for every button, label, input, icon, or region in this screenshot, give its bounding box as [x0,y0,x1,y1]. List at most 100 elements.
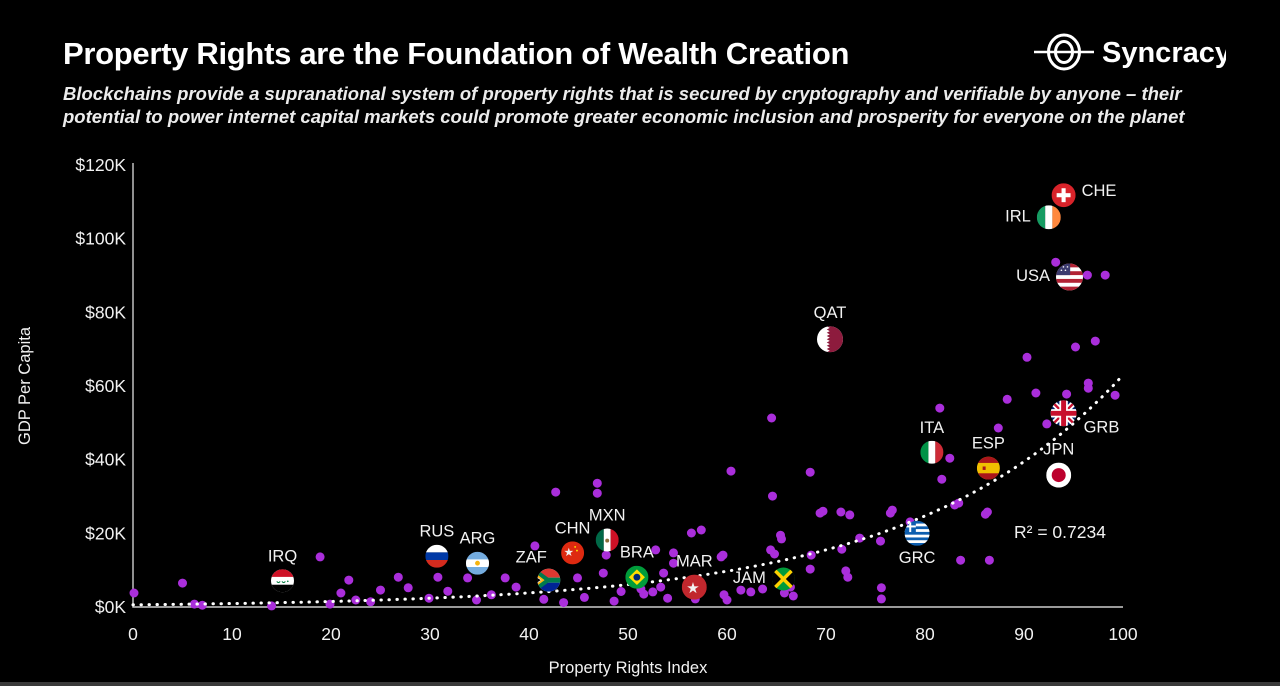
page-title: Property Rights are the Foundation of We… [63,36,850,71]
country-marker-ARG [466,551,489,575]
scatter-point [805,467,815,477]
country-label-ARG: ARG [460,530,496,548]
scatter-point [845,510,855,520]
country-marker-IRL [1036,205,1061,230]
scatter-point [669,548,678,558]
scatter-point [663,593,673,603]
scatter-point [472,595,481,605]
r-squared-label: R² = 0.7234 [1014,522,1106,542]
x-tick-label: 20 [321,624,341,644]
scatter-point [616,587,626,596]
country-label-MAR: MAR [676,553,713,571]
country-marker-CHN: ★ [561,541,585,565]
scatter-point [736,585,746,595]
syncracy-logo: Syncracy [1030,22,1231,87]
scatter-point [1082,270,1092,280]
country-marker-ESP [976,456,1000,480]
scatter-point [876,583,886,593]
country-label-ESP: ESP [972,435,1005,453]
scatter-point [945,453,955,463]
scatter-point [463,573,473,583]
country-label-USA: USA [1016,267,1050,285]
scatter-point [1100,270,1110,280]
country-label-IRQ: IRQ [268,547,298,565]
scatter-point [601,550,611,560]
scatter-point [648,587,658,597]
svg-text:★: ★ [686,580,699,597]
trendline [131,373,1125,607]
subtitle-line-2: potential to power internet capital mark… [63,106,1185,127]
country-label-GRB: GRB [1084,418,1120,436]
scatter-point [189,599,199,609]
scatter-point [178,578,187,588]
country-marker-JAM [771,567,795,591]
x-tick-label: 40 [519,624,539,644]
scatter-point [1031,388,1041,398]
scatter-point [651,545,661,555]
scatter-point [1090,336,1100,346]
logo-inner-ring [1054,40,1074,64]
y-tick-label: $100K [75,229,126,249]
country-marker-IRQ [271,569,294,593]
scatter-point [592,488,602,498]
scatter-point [837,544,847,554]
scatter-point [129,588,139,598]
country-marker-JPN [1046,462,1072,488]
scatter-point [551,487,561,497]
x-tick-label: 90 [1014,624,1034,644]
y-tick-label: $60K [85,376,126,396]
scatter-point [1071,342,1080,352]
scatter-point [598,568,608,578]
scatter-point [1110,390,1120,400]
scatter-point [956,555,966,565]
country-marker-MAR: ★ [681,574,707,600]
scatter-point [443,586,453,596]
country-label-QAT: QAT [814,304,847,322]
country-label-ITA: ITA [920,419,944,437]
scatter-point [746,587,756,597]
country-marker-GRC [904,520,930,546]
country-label-CHE: CHE [1082,182,1117,200]
scatter-point [315,552,325,562]
scatter-point [993,423,1003,433]
scatter-point [1062,389,1072,399]
scatter-point [659,568,669,578]
scatter-point [1022,352,1032,362]
scatter-point [777,534,786,544]
country-marker-USA [1056,263,1083,291]
x-tick-label: 70 [816,624,836,644]
scatter-point [818,506,828,516]
y-axis-title: GDP Per Capita [16,326,34,445]
scatter-point [718,550,728,560]
x-tick-label: 50 [618,624,638,644]
scatter-point [767,413,777,423]
x-tick-label: 60 [717,624,737,644]
svg-text:★: ★ [564,547,574,559]
scatter-point [500,573,510,583]
scatter-point [559,598,569,608]
x-tick-label: 0 [128,624,138,644]
country-marker-BRA [625,565,649,589]
scatter-point [887,505,897,515]
country-label-GRC: GRC [899,549,936,567]
subtitle: Blockchains provide a supranational syst… [63,82,1185,128]
x-tick-label: 10 [222,624,242,644]
scatter-point [770,549,779,559]
scatter-point [573,573,582,583]
scatter-point [656,582,666,592]
country-marker-ZAF [537,568,561,592]
country-marker-QAT [817,326,843,353]
scatter-point [1042,419,1052,429]
scatter-point [876,536,885,546]
syncracy-logo-text: Syncracy [1102,37,1226,69]
scatter-point [984,555,994,565]
country-marker-MXN [595,528,619,552]
scatter-point [336,588,346,598]
scatter-point [530,541,540,551]
country-label-JPN: JPN [1043,441,1074,459]
scatter-point [1002,394,1012,404]
scatter-point [511,582,521,592]
scatter-point [836,507,846,517]
scatter-point [609,596,619,606]
country-marker-RUS [425,544,449,568]
